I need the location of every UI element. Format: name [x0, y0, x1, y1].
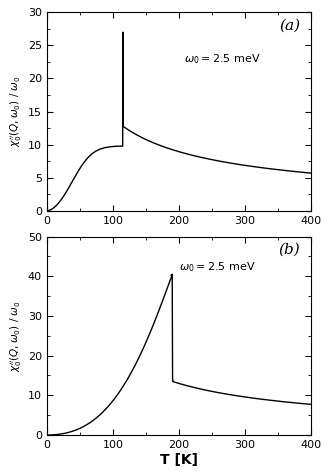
Text: (b): (b) [279, 243, 301, 256]
Text: $\omega_0 = 2.5$ meV: $\omega_0 = 2.5$ meV [184, 52, 261, 66]
X-axis label: T [K]: T [K] [160, 453, 198, 466]
Text: (a): (a) [280, 18, 301, 32]
Y-axis label: $\chi_0''(Q, \omega_0)\ /\ \omega_0$: $\chi_0''(Q, \omega_0)\ /\ \omega_0$ [8, 300, 24, 372]
Text: $\omega_0 = 2.5$ meV: $\omega_0 = 2.5$ meV [179, 260, 256, 274]
Y-axis label: $\chi_0''(Q, \omega_0)\ /\ \omega_0$: $\chi_0''(Q, \omega_0)\ /\ \omega_0$ [8, 76, 24, 147]
